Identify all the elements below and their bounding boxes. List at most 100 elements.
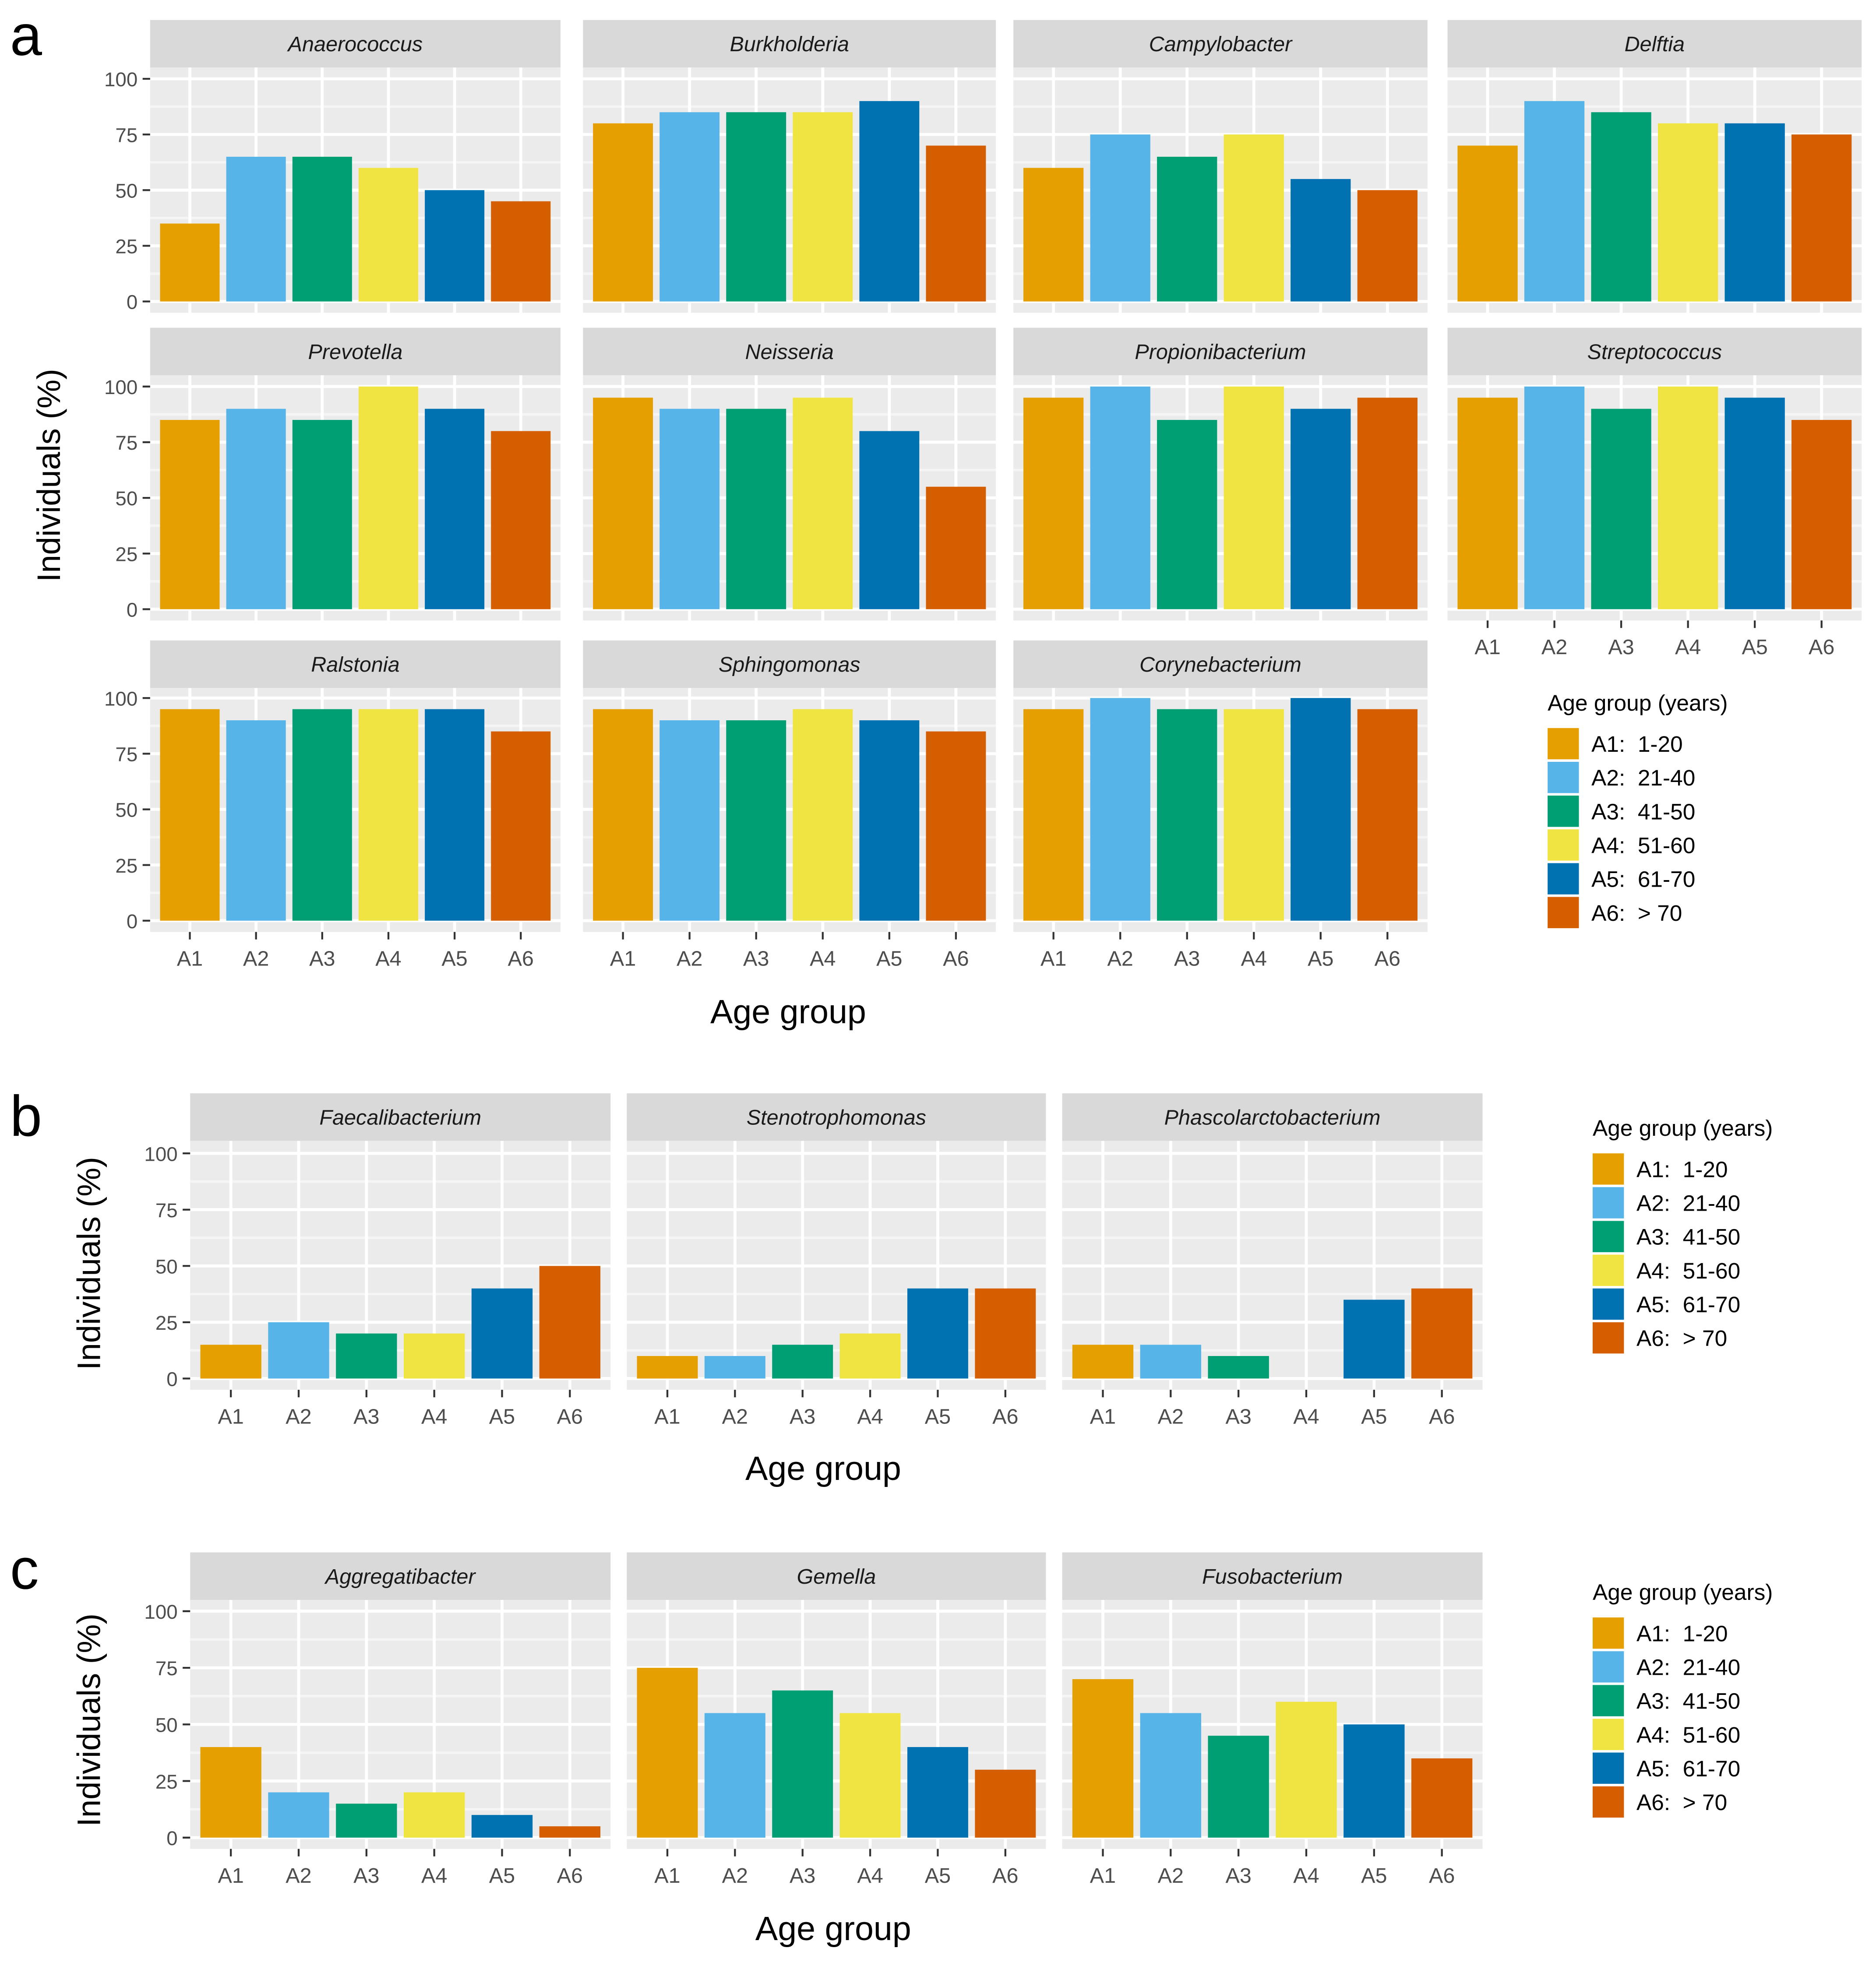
legend-label-5: A5: 61-70 <box>1636 1756 1740 1781</box>
legend-label-4: A4: 51-60 <box>1636 1722 1740 1747</box>
facet-title: Delftia <box>1625 32 1685 56</box>
legend-swatch-1 <box>1548 728 1579 760</box>
legend-swatch-6 <box>1548 897 1579 928</box>
facet-gemella: Gemella A1 A2 A3 A4 A5 A6 <box>627 1552 1046 1888</box>
legend-swatch-1 <box>1592 1153 1624 1185</box>
y-tick-label: 50 <box>115 799 138 821</box>
x-tick-label: A1 <box>177 947 203 971</box>
facet-strip <box>150 20 561 68</box>
facet-strip <box>1062 1552 1483 1600</box>
legend-swatch-5 <box>1592 1752 1624 1784</box>
bar-burkholderia-a5 <box>859 101 920 302</box>
bar-streptococcus-a3 <box>1591 409 1651 609</box>
x-tick-label: A2 <box>1107 947 1133 971</box>
bar-delftia-a1 <box>1457 145 1518 302</box>
bar-sphingomonas-a3 <box>726 720 786 921</box>
legend-label-5: A5: 61-70 <box>1636 1292 1740 1317</box>
legend-title: Age group (years) <box>1548 690 1728 715</box>
x-tick-label: A4 <box>857 1405 883 1428</box>
y-tick-label: 0 <box>166 1368 177 1391</box>
bar-faecalibacterium-a4 <box>403 1333 465 1379</box>
bar-fusobacterium-a2 <box>1140 1713 1201 1838</box>
x-tick-label: A6 <box>557 1864 583 1888</box>
x-tick-label: A1 <box>1474 635 1500 659</box>
bar-stenotrophomonas-a1 <box>637 1356 698 1379</box>
bar-stenotrophomonas-a3 <box>772 1345 833 1379</box>
facet-propionibacterium: Propionibacterium <box>1013 328 1428 621</box>
y-tick-label: 75 <box>155 1657 178 1680</box>
facet-strip <box>1013 328 1428 376</box>
y-tick-label: 100 <box>144 1143 177 1165</box>
bar-ralstonia-a1 <box>160 709 220 921</box>
facet-title: Burkholderia <box>730 32 849 56</box>
facet-streptococcus: Streptococcus A1 A2 A3 A4 A5 A6 <box>1447 328 1862 659</box>
facet-stenotrophomonas: Stenotrophomonas A1 A2 A3 A4 A5 A6 <box>627 1093 1046 1428</box>
x-tick-label: A6 <box>992 1405 1018 1428</box>
bar-aggregatibacter-a1 <box>200 1747 261 1838</box>
legend-label-1: A1: 1-20 <box>1636 1620 1728 1646</box>
facet-corynebacterium: Corynebacterium A1 A2 A3 A4 A5 A6 <box>1013 640 1428 971</box>
y-tick-label: 25 <box>115 543 138 565</box>
legend: Age group (years) A1: 1-20 A2: 21-40 A3: 41… <box>1548 690 1728 928</box>
x-tick-label: A2 <box>1541 635 1567 659</box>
bar-neisseria-a2 <box>659 409 720 609</box>
x-tick-label: A3 <box>1608 635 1634 659</box>
bar-faecalibacterium-a3 <box>336 1333 397 1379</box>
bar-burkholderia-a1 <box>593 123 653 302</box>
bar-aggregatibacter-a6 <box>539 1826 600 1838</box>
x-tick-label: A4 <box>1293 1864 1319 1888</box>
facet-strip <box>150 640 561 688</box>
legend-swatch-4 <box>1548 829 1579 861</box>
bar-ralstonia-a2 <box>226 720 286 921</box>
facet-strip <box>190 1093 611 1141</box>
bar-gemella-a1 <box>637 1668 698 1838</box>
legend-label-2: A2: 21-40 <box>1636 1191 1740 1216</box>
bar-streptococcus-a5 <box>1724 398 1785 609</box>
y-tick-label: 75 <box>115 124 138 146</box>
y-tick-label: 100 <box>104 376 138 398</box>
facet-strip <box>150 328 561 376</box>
bar-campylobacter-a5 <box>1291 179 1351 302</box>
bar-sphingomonas-a5 <box>859 720 920 921</box>
x-tick-label: A5 <box>925 1864 951 1888</box>
facet-delftia: Delftia <box>1447 20 1862 313</box>
facet-title: Anaerococcus <box>287 32 423 56</box>
x-tick-label: A1 <box>218 1405 243 1428</box>
bar-ralstonia-a4 <box>358 709 418 921</box>
legend-label-1: A1: 1-20 <box>1591 731 1683 757</box>
bar-anaerococcus-a2 <box>226 156 286 302</box>
legend-label-2: A2: 21-40 <box>1636 1655 1740 1680</box>
bar-gemella-a2 <box>704 1713 765 1838</box>
x-tick-label: A1 <box>654 1864 680 1888</box>
legend-label-6: A6: > 70 <box>1591 900 1682 926</box>
bar-propionibacterium-a5 <box>1291 409 1351 609</box>
facet-prevotella: Prevotella 0 25 50 75 100 <box>104 328 561 621</box>
bar-prevotella-a6 <box>491 431 551 609</box>
x-tick-label: A4 <box>375 947 401 971</box>
x-tick-label: A2 <box>286 1864 311 1888</box>
bar-fusobacterium-a1 <box>1072 1679 1134 1838</box>
bar-anaerococcus-a4 <box>358 168 418 302</box>
legend-swatch-2 <box>1548 761 1579 793</box>
facet-fusobacterium: Fusobacterium A1 A2 A3 A4 A5 A6 <box>1062 1552 1483 1888</box>
legend-swatch-4 <box>1592 1719 1624 1750</box>
y-tick-label: 25 <box>115 236 138 258</box>
bar-delftia-a5 <box>1724 123 1785 302</box>
x-tick-label: A2 <box>1158 1405 1184 1428</box>
legend-swatch-3 <box>1592 1221 1624 1252</box>
facet-title: Prevotella <box>308 340 402 364</box>
x-tick-label: A6 <box>557 1405 583 1428</box>
bar-prevotella-a3 <box>292 420 352 609</box>
legend-label-6: A6: > 70 <box>1636 1325 1727 1351</box>
y-tick-label: 50 <box>155 1255 178 1278</box>
legend: Age group (years) A1: 1-20 A2: 21-40 A3: 41… <box>1592 1579 1773 1818</box>
panel-label-b: b <box>10 1084 42 1148</box>
bar-prevotella-a2 <box>226 409 286 609</box>
bar-ralstonia-a3 <box>292 709 352 921</box>
bar-phascolarctobacterium-a5 <box>1344 1300 1405 1379</box>
bar-anaerococcus-a6 <box>491 201 551 302</box>
facet-strip <box>1013 20 1428 68</box>
bar-delftia-a6 <box>1791 134 1852 302</box>
